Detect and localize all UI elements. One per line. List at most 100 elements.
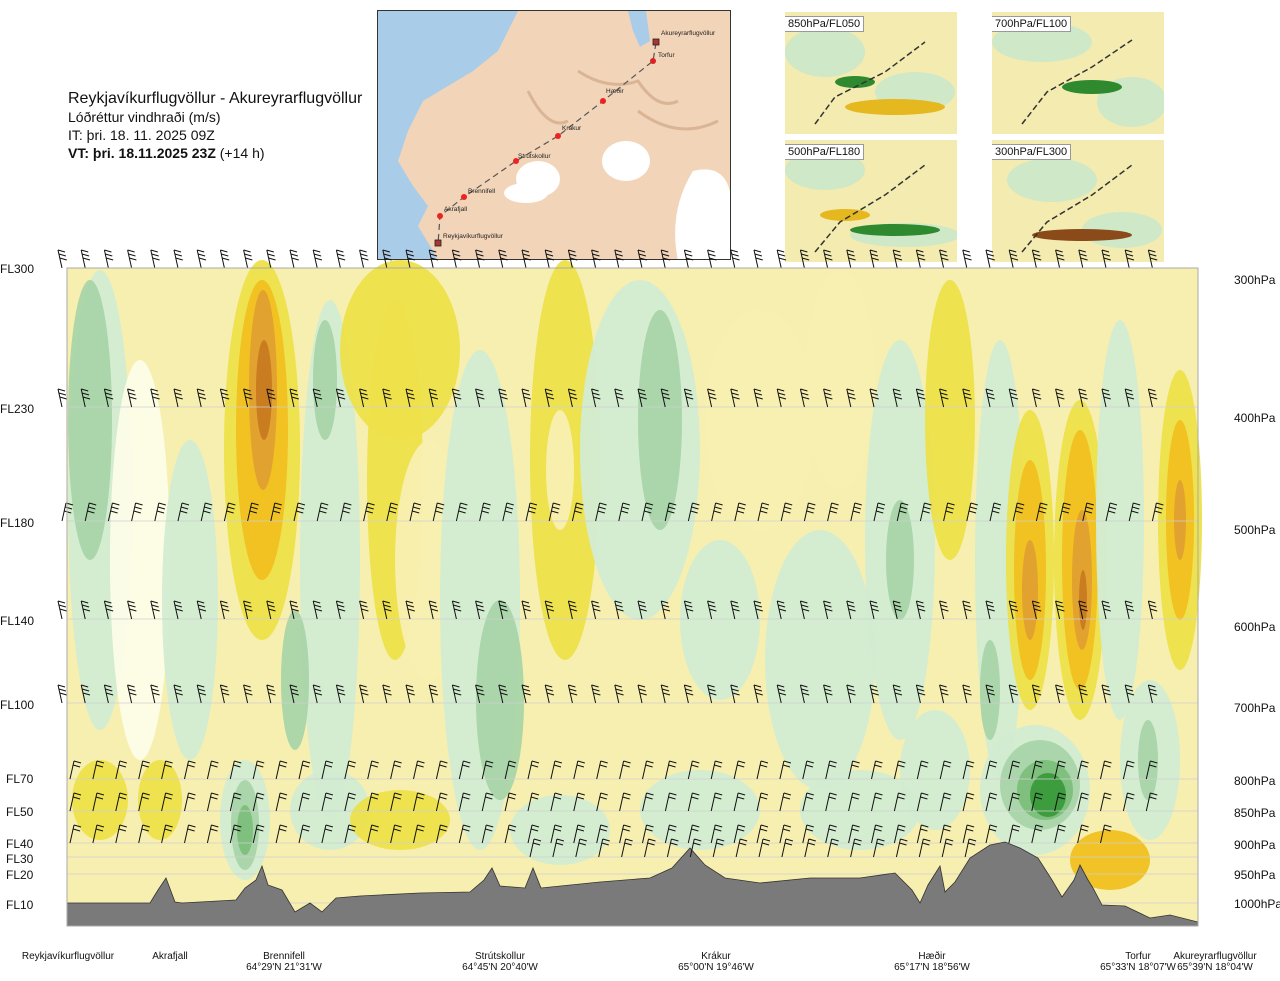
- wind-barb-flag: [267, 253, 275, 257]
- wind-barb-shaft: [850, 502, 856, 522]
- level-label-fl30: FL30: [6, 852, 34, 866]
- wind-barb-flag: [985, 388, 994, 392]
- wind-barb-flag: [522, 604, 531, 608]
- wind-barb-flag: [737, 828, 745, 832]
- wind-barb: [92, 824, 105, 844]
- wind-barb-shaft: [289, 249, 295, 269]
- wind-barb-shaft: [823, 388, 829, 408]
- wind-barb-flag: [968, 842, 976, 846]
- wind-barb-shaft: [1008, 824, 1014, 844]
- wind-barb-flag: [59, 692, 67, 696]
- wind-barb-flag: [924, 502, 932, 506]
- wind-barb-shaft: [573, 824, 579, 844]
- wind-barb-shaft: [451, 684, 457, 704]
- wind-barb-shaft: [730, 684, 736, 704]
- wind-barb-flag: [82, 257, 91, 261]
- wind-barb-flag: [127, 388, 135, 392]
- wind-barb-flag: [761, 502, 770, 506]
- wind-barb: [405, 388, 415, 408]
- wind-barb-flag: [152, 257, 160, 261]
- wind-barb-flag: [684, 600, 692, 604]
- wind-barb-flag: [164, 796, 172, 800]
- wind-barb-flag: [1103, 692, 1111, 696]
- wind-barb: [544, 249, 555, 269]
- location-haedir-name: Hæðir: [918, 951, 946, 962]
- wind-barb: [710, 760, 723, 780]
- wind-barb-flag: [686, 608, 694, 612]
- wind-barb: [481, 824, 494, 844]
- wind-barb: [637, 249, 647, 269]
- location-brennifell: Brennifell 64°29'N 21°31'W: [246, 951, 322, 973]
- wind-barb-flag: [777, 604, 786, 608]
- wind-barb: [84, 502, 97, 522]
- map-waypoints: [434, 38, 660, 247]
- location-torfur: Torfur 65°33'N 18°07'W: [1100, 951, 1176, 973]
- wind-barb-flag: [266, 600, 274, 604]
- wind-barb: [1077, 760, 1089, 780]
- wind-barb-flag: [918, 257, 926, 261]
- wind-barb-flag: [1101, 388, 1110, 392]
- wind-barb-flag: [360, 253, 368, 257]
- location-krakur-name: Krákur: [701, 951, 731, 962]
- wind-barb-flag: [150, 388, 158, 392]
- wind-barb-flag: [946, 838, 954, 842]
- thumbnail-300hpa[interactable]: 300hPa/FL300: [992, 140, 1164, 262]
- wind-barb-shaft: [115, 760, 121, 780]
- field-cell: [162, 440, 218, 760]
- wind-barb-flag: [778, 608, 787, 612]
- wind-barb-flag: [777, 392, 786, 396]
- wind-barb-shaft: [664, 824, 670, 844]
- field-cell: [138, 760, 182, 840]
- wind-barb-flag: [1056, 253, 1064, 257]
- wind-barb: [825, 760, 837, 780]
- wind-barb-flag: [256, 796, 264, 800]
- chart-header: Reykjavíkurflugvöllur - Akureyrarflugvöl…: [68, 90, 362, 162]
- thumbnail-500hpa[interactable]: 500hPa/FL180: [785, 140, 957, 262]
- wind-barb-flag: [546, 692, 555, 696]
- wind-barb: [504, 760, 517, 780]
- wind-barb-flag: [638, 688, 647, 692]
- wind-barb-shaft: [637, 388, 643, 408]
- wind-barb-flag: [830, 842, 838, 846]
- wind-barb-flag: [291, 257, 299, 261]
- wind-barb-flag: [1058, 792, 1066, 796]
- wind-barb-flag: [782, 764, 791, 768]
- wind-barb-flag: [731, 688, 739, 692]
- wind-barb: [846, 684, 856, 704]
- wind-barb-flag: [129, 396, 137, 400]
- wind-barb: [413, 824, 425, 844]
- wind-barb-flag: [435, 510, 443, 514]
- wind-barb: [1105, 502, 1118, 522]
- wind-barb-flag: [875, 824, 883, 828]
- wind-barb-flag: [325, 824, 334, 828]
- wind-barb-flag: [783, 792, 792, 796]
- wind-barb-flag: [347, 828, 356, 832]
- wind-barb-flag: [670, 842, 678, 846]
- wind-barb-flag: [279, 824, 288, 828]
- wind-barb-flag: [709, 257, 717, 261]
- wind-barb: [802, 792, 814, 812]
- wind-barb: [779, 792, 792, 812]
- thumbnail-700hpa[interactable]: 700hPa/FL100: [992, 12, 1164, 134]
- wind-barb-flag: [992, 510, 1000, 514]
- wind-barb-flag: [801, 253, 809, 257]
- wind-barb-shaft: [275, 824, 281, 844]
- wind-barb-flag: [268, 608, 276, 612]
- wind-barb-flag: [405, 684, 414, 688]
- thumbnail-850hpa[interactable]: 850hPa/FL050: [785, 12, 957, 134]
- wind-barb: [753, 388, 763, 408]
- wind-barb: [660, 388, 671, 408]
- wind-barb-shaft: [779, 824, 785, 844]
- wind-barb-shaft: [1147, 600, 1153, 620]
- wind-barb-flag: [923, 506, 931, 510]
- wind-barb: [1077, 792, 1089, 812]
- location-strutskollur-name: Strútskollur: [474, 951, 525, 962]
- wind-barb: [799, 684, 810, 704]
- wind-barb: [871, 760, 883, 780]
- wind-barb-flag: [81, 392, 90, 396]
- wind-barb-flag: [234, 760, 242, 764]
- wind-barb-shaft: [405, 684, 411, 704]
- wind-barb-shaft: [825, 824, 831, 844]
- wind-barb-flag: [1102, 253, 1111, 257]
- wind-barb-flag: [685, 392, 693, 396]
